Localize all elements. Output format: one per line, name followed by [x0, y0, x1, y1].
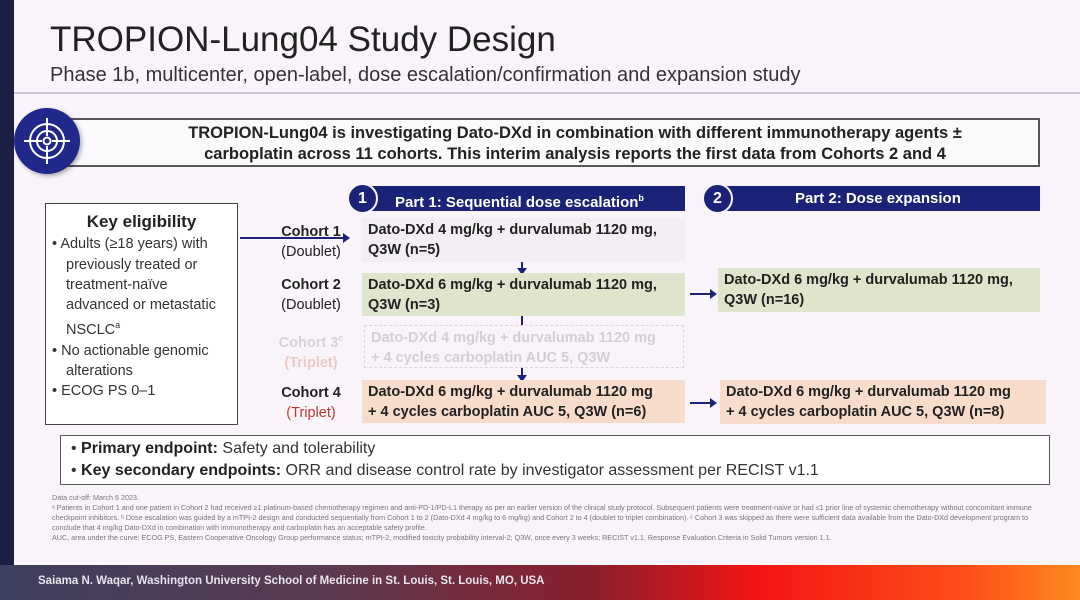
eligibility-item: No actionable genomic alterations — [52, 341, 231, 382]
banner-line-1: TROPION-Lung04 is investigating Dato-DXd… — [188, 124, 962, 142]
cohort-4-regimen: Dato-DXd 6 mg/kg + durvalumab 1120 mg + 4… — [362, 380, 685, 423]
footnote: ᵃ Patients in Cohort 1 and one patient i… — [52, 503, 1032, 532]
cohort-1-regimen: Dato-DXd 4 mg/kg + durvalumab 1120 mg, Q3… — [362, 218, 685, 262]
part2-number: 2 — [702, 183, 733, 214]
escalation-arrow — [517, 262, 527, 275]
summary-banner: TROPION-Lung04 is investigating Dato-DXd… — [60, 118, 1040, 167]
escalation-connector — [521, 316, 523, 325]
part2-header: 2 Part 2: Dose expansion — [702, 183, 1040, 214]
escalation-arrow — [517, 368, 527, 382]
footnotes: Data cut-off: March 6 2023. ᵃ Patients i… — [52, 493, 1052, 543]
eligibility-box: Key eligibility Adults (≥18 years) with … — [45, 203, 238, 425]
eligibility-item: ECOG PS 0–1 — [52, 381, 231, 401]
primary-endpoint: • Primary endpoint: Safety and tolerabil… — [71, 440, 376, 457]
slide-subtitle: Phase 1b, multicenter, open-label, dose … — [50, 64, 801, 86]
part1-header: 1 Part 1: Sequential dose escalationb — [347, 183, 685, 214]
banner-line-2: carboplatin across 11 cohorts. This inte… — [204, 145, 946, 163]
expansion-arrow — [690, 289, 717, 299]
endpoints-box: • Primary endpoint: Safety and tolerabil… — [60, 435, 1050, 485]
slide-title: TROPION-Lung04 Study Design — [50, 20, 556, 59]
cohort-4-expansion: Dato-DXd 6 mg/kg + durvalumab 1120 mg + 4… — [720, 380, 1046, 424]
presenter-bar — [0, 565, 1080, 600]
eligibility-heading: Key eligibility — [86, 212, 197, 231]
eligibility-item: Adults (≥18 years) with previously treat… — [52, 234, 231, 340]
secondary-endpoints: • Key secondary endpoints: ORR and disea… — [71, 462, 819, 479]
divider — [14, 92, 1080, 94]
part2-label: Part 2: Dose expansion — [795, 190, 961, 207]
part1-number: 1 — [347, 183, 378, 214]
target-icon — [14, 108, 80, 174]
part1-label: Part 1: Sequential dose escalation — [395, 194, 639, 211]
cohort-3-regimen-skipped: Dato-DXd 4 mg/kg + durvalumab 1120 mg + 4… — [364, 325, 684, 368]
eligibility-arrow — [240, 233, 350, 243]
cohort-2-regimen: Dato-DXd 6 mg/kg + durvalumab 1120 mg, Q3… — [362, 273, 685, 316]
cohort-3-label: Cohort 3c (Triplet) — [278, 333, 344, 371]
abbreviations: AUC, area under the curve; ECOG PS, East… — [52, 533, 832, 542]
presenter-name: Saiama N. Waqar, Washington University S… — [38, 575, 545, 587]
part1-footnote-mark: b — [638, 193, 644, 203]
slide: TROPION-Lung04 Study Design Phase 1b, mu… — [14, 0, 1080, 565]
data-cutoff: Data cut-off: March 6 2023. — [52, 493, 139, 502]
cohort-2-label: Cohort 2 (Doublet) — [281, 277, 341, 313]
cohort-1-label: Cohort 1 (Doublet) — [281, 224, 341, 260]
cohort-4-label: Cohort 4 (Triplet) — [281, 385, 341, 421]
expansion-arrow — [690, 398, 717, 408]
cohort-2-expansion: Dato-DXd 6 mg/kg + durvalumab 1120 mg, Q3… — [718, 268, 1040, 312]
